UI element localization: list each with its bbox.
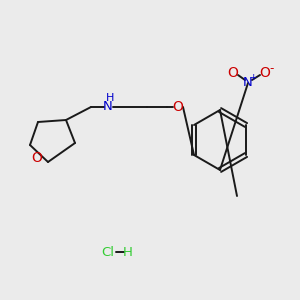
Text: O: O bbox=[32, 151, 42, 165]
Text: H: H bbox=[106, 93, 114, 103]
Text: +: + bbox=[249, 74, 257, 82]
Text: O: O bbox=[260, 66, 270, 80]
Text: -: - bbox=[270, 62, 274, 76]
Text: N: N bbox=[103, 100, 113, 113]
Text: O: O bbox=[172, 100, 183, 114]
Text: O: O bbox=[228, 66, 238, 80]
Text: H: H bbox=[123, 245, 133, 259]
Text: N: N bbox=[243, 76, 253, 89]
Text: Cl: Cl bbox=[101, 245, 115, 259]
